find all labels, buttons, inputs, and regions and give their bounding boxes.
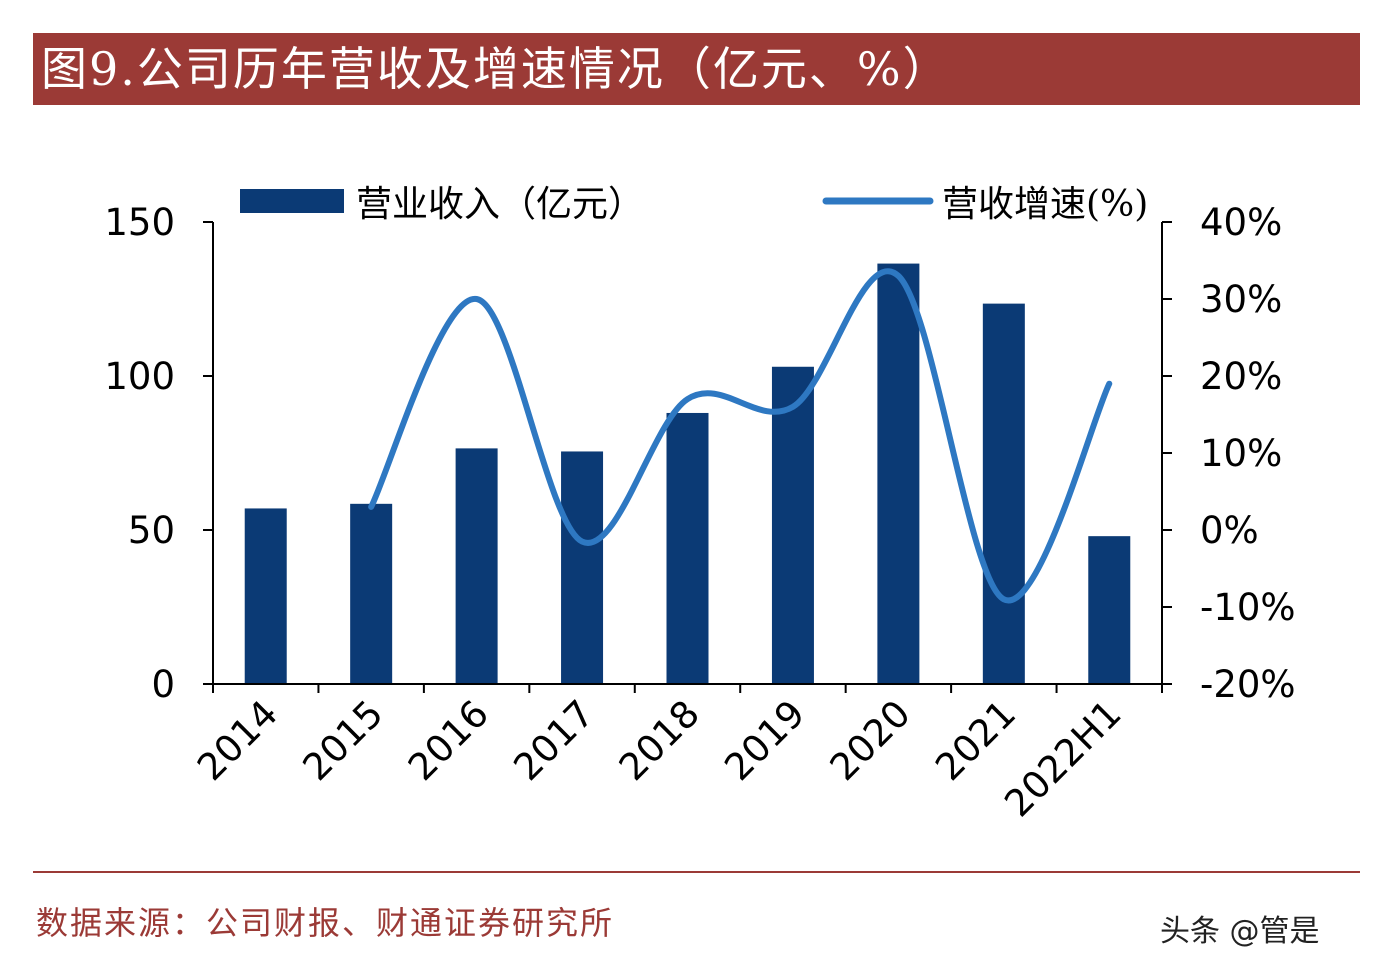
growth-point-2021 — [1002, 597, 1006, 601]
growth-point-2015 — [369, 505, 373, 509]
growth-point-2016 — [475, 297, 479, 301]
bar-2019 — [771, 366, 814, 684]
bar-2014 — [244, 508, 287, 684]
growth-line — [368, 268, 1113, 604]
growth-point-2019 — [791, 405, 795, 409]
source-note: 数据来源：公司财报、财通证券研究所 — [36, 904, 615, 942]
legend-bar-swatch — [240, 189, 344, 213]
growth-point-2018 — [686, 397, 689, 401]
y-right-tick-label: 10% — [1200, 432, 1282, 475]
x-tick-label: 2014 — [189, 692, 286, 789]
x-tick-label: 2018 — [611, 692, 708, 789]
bar-2015 — [350, 503, 393, 684]
legend-bar-label: 营业收入（亿元） — [356, 184, 644, 225]
bar-2018 — [666, 412, 709, 684]
growth-point-2017 — [580, 540, 584, 544]
y-right-tick-label: -20% — [1200, 663, 1296, 706]
bar-series — [244, 263, 1131, 684]
y-right-tick-label: 20% — [1200, 355, 1282, 398]
x-tick-label: 2016 — [400, 692, 497, 789]
y-right-tick-label: 40% — [1200, 201, 1282, 244]
x-tick-label: 2017 — [505, 692, 602, 789]
watermark: 头条 @管是 — [1160, 914, 1320, 949]
bar-2021 — [982, 303, 1025, 684]
line-series — [368, 268, 1113, 604]
y-right-tick-label: -10% — [1200, 586, 1296, 629]
growth-point-2022H1 — [1107, 382, 1111, 386]
footer-divider — [33, 871, 1360, 873]
legend-line-label: 营收增速(%) — [942, 184, 1148, 225]
bar-2016 — [455, 448, 498, 684]
legend: 营业收入（亿元） 营收增速(%) — [240, 184, 1148, 225]
y-left-tick-label: 0 — [151, 663, 175, 706]
y-left-tick-label: 50 — [128, 509, 175, 552]
bar-2022H1 — [1088, 536, 1131, 684]
x-tick-label: 2019 — [716, 692, 813, 789]
growth-point-2020 — [896, 274, 900, 278]
y-left-tick-label: 150 — [104, 201, 175, 244]
y-right-tick-label: 0% — [1200, 509, 1259, 552]
x-tick-label: 2021 — [927, 692, 1024, 789]
axes: 0 50 100 150 -20% -10% 0% 10% 20% 30% 40% — [104, 201, 1295, 706]
x-tick-label: 2020 — [822, 692, 919, 789]
y-left-tick-label: 100 — [104, 355, 175, 398]
bar-2017 — [561, 451, 604, 684]
bar-2020 — [877, 263, 920, 684]
x-tick-label: 2022H1 — [996, 692, 1129, 825]
x-tick-label: 2015 — [295, 692, 392, 789]
chart-title: 图9.公司历年营收及增速情况（亿元、%） — [33, 33, 1360, 105]
y-right-tick-label: 30% — [1200, 278, 1282, 321]
